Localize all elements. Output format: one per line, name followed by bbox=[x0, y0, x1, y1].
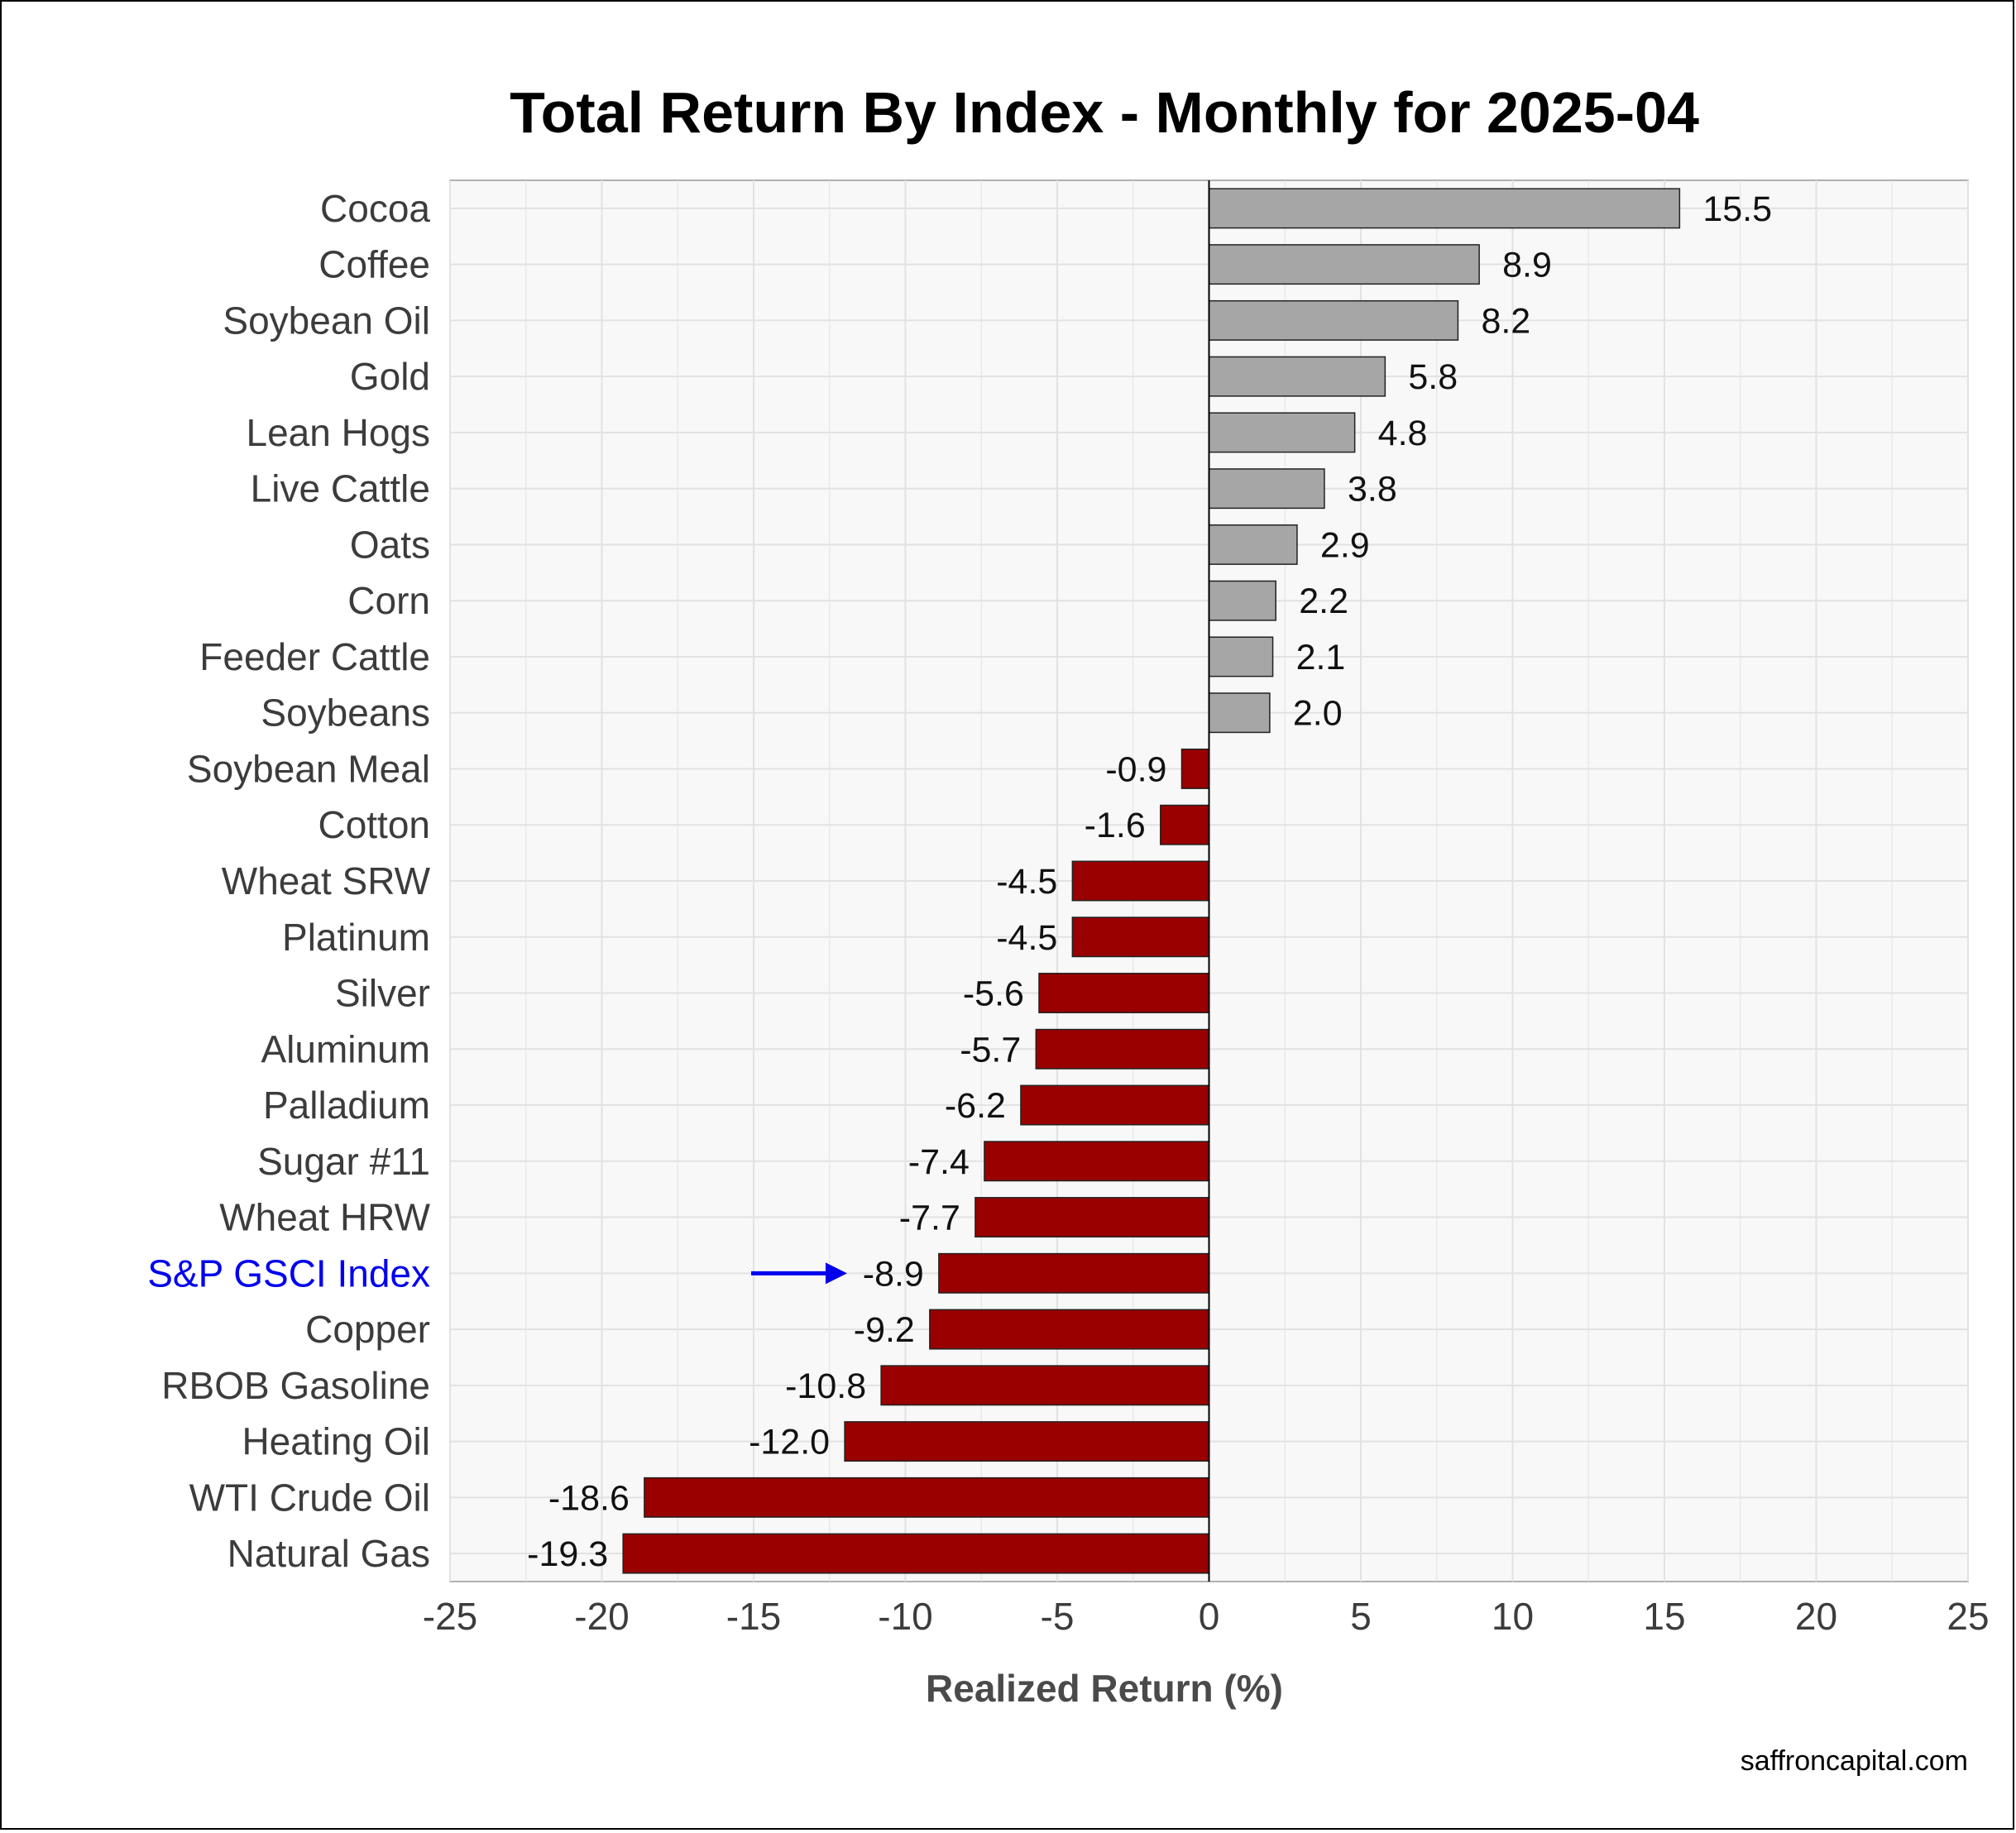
bar bbox=[1208, 244, 1480, 285]
category-label: Soybeans bbox=[261, 692, 430, 735]
source-credit: saffroncapital.com bbox=[1741, 1745, 1968, 1777]
category-label: Corn bbox=[347, 579, 430, 622]
category-label: Silver bbox=[335, 972, 430, 1015]
category-label: Lean Hogs bbox=[247, 411, 431, 454]
x-tick-label: 10 bbox=[1492, 1595, 1534, 1638]
bar bbox=[1071, 916, 1210, 958]
bar bbox=[622, 1533, 1210, 1574]
value-label: 2.1 bbox=[1296, 638, 1346, 677]
chart-title: Total Return By Index - Monthly for 2025… bbox=[510, 80, 1699, 145]
category-label: Cotton bbox=[318, 803, 430, 846]
value-label: -5.7 bbox=[960, 1030, 1021, 1070]
bar bbox=[1038, 973, 1210, 1013]
category-label: Sugar #11 bbox=[257, 1140, 430, 1183]
category-label: Soybean Oil bbox=[223, 299, 430, 342]
category-label: S&P GSCI Index bbox=[147, 1252, 430, 1295]
category-label: Soybean Meal bbox=[187, 747, 430, 790]
x-tick-labels: -25 -20 -15 -10 -5 0 5 10 15 20 25 bbox=[423, 1595, 1990, 1638]
value-label: -7.4 bbox=[908, 1142, 970, 1182]
value-label: -4.5 bbox=[996, 862, 1057, 902]
bar bbox=[1208, 468, 1325, 510]
value-label: -6.2 bbox=[945, 1086, 1006, 1126]
x-tick-label: -10 bbox=[878, 1595, 932, 1638]
category-label: Aluminum bbox=[261, 1027, 430, 1070]
bar bbox=[1208, 580, 1276, 621]
bar bbox=[938, 1252, 1210, 1294]
category-label: Copper bbox=[305, 1308, 430, 1351]
category-label: Live Cattle bbox=[251, 467, 430, 510]
bar bbox=[880, 1365, 1210, 1406]
category-label: Feeder Cattle bbox=[199, 635, 430, 678]
highlight-arrow-icon bbox=[751, 1262, 847, 1285]
value-label: 2.2 bbox=[1299, 581, 1348, 621]
category-label: Natural Gas bbox=[227, 1532, 430, 1575]
x-tick-label: -25 bbox=[423, 1595, 477, 1638]
value-labels: 15.58.98.25.84.83.82.92.22.12.0-0.9-1.6-… bbox=[527, 189, 1772, 1574]
value-label: 4.8 bbox=[1378, 414, 1428, 453]
category-label: Platinum bbox=[282, 916, 430, 959]
x-tick-label: -5 bbox=[1041, 1595, 1075, 1638]
bars bbox=[622, 188, 1681, 1574]
category-label: Wheat SRW bbox=[222, 859, 431, 902]
value-label: -4.5 bbox=[996, 918, 1057, 958]
bar bbox=[1208, 356, 1386, 397]
bar bbox=[1071, 860, 1210, 902]
bar bbox=[844, 1421, 1210, 1462]
bar bbox=[1180, 749, 1210, 789]
x-tick-label: 15 bbox=[1643, 1595, 1685, 1638]
value-label: -8.9 bbox=[863, 1254, 924, 1294]
bar bbox=[1208, 188, 1681, 229]
value-label: -7.7 bbox=[899, 1199, 960, 1238]
bar bbox=[1208, 636, 1274, 677]
bar bbox=[1208, 412, 1356, 453]
category-label: WTI Crude Oil bbox=[189, 1476, 430, 1519]
value-label: 5.8 bbox=[1408, 357, 1458, 397]
category-label: Coffee bbox=[318, 243, 430, 286]
category-label: Heating Oil bbox=[242, 1420, 430, 1463]
bar bbox=[1020, 1084, 1210, 1126]
arrow-head bbox=[826, 1262, 847, 1285]
bar bbox=[644, 1476, 1210, 1518]
value-label: -9.2 bbox=[854, 1310, 915, 1350]
value-label: -18.6 bbox=[548, 1478, 630, 1518]
value-label: 2.0 bbox=[1293, 694, 1343, 734]
bar bbox=[1208, 692, 1271, 734]
x-tick-label: 5 bbox=[1350, 1595, 1372, 1638]
value-label: 8.2 bbox=[1481, 301, 1530, 341]
bar bbox=[1160, 804, 1210, 845]
category-label: Cocoa bbox=[320, 187, 430, 230]
x-tick-label: 0 bbox=[1199, 1595, 1220, 1638]
x-tick-label: 20 bbox=[1795, 1595, 1837, 1638]
category-label: Wheat HRW bbox=[219, 1196, 430, 1239]
bar bbox=[1035, 1028, 1210, 1070]
x-tick-label: -15 bbox=[726, 1595, 781, 1638]
value-label: -1.6 bbox=[1085, 806, 1146, 845]
value-label: 8.9 bbox=[1502, 246, 1552, 285]
value-label: -10.8 bbox=[785, 1366, 866, 1406]
value-label: -0.9 bbox=[1105, 749, 1166, 789]
x-tick-label: -20 bbox=[574, 1595, 629, 1638]
value-label: -19.3 bbox=[527, 1534, 608, 1574]
value-label: 15.5 bbox=[1702, 189, 1772, 229]
x-axis-label: Realized Return (%) bbox=[926, 1667, 1283, 1710]
bar bbox=[974, 1197, 1210, 1238]
value-label: -12.0 bbox=[749, 1423, 830, 1462]
value-label: -5.6 bbox=[963, 974, 1024, 1014]
value-label: 3.8 bbox=[1348, 470, 1397, 510]
category-label: RBOB Gasoline bbox=[161, 1364, 430, 1407]
bar bbox=[1208, 299, 1459, 341]
category-labels: Cocoa Coffee Soybean Oil Gold Lean Hogs Live … bbox=[147, 187, 430, 1575]
category-label: Gold bbox=[350, 355, 430, 398]
value-label: 2.9 bbox=[1320, 525, 1370, 565]
x-tick-label: 25 bbox=[1947, 1595, 1989, 1638]
bar bbox=[1208, 524, 1298, 565]
bar bbox=[984, 1141, 1210, 1182]
category-label: Oats bbox=[350, 523, 430, 566]
category-label: Palladium bbox=[263, 1084, 430, 1127]
bar bbox=[929, 1309, 1210, 1350]
